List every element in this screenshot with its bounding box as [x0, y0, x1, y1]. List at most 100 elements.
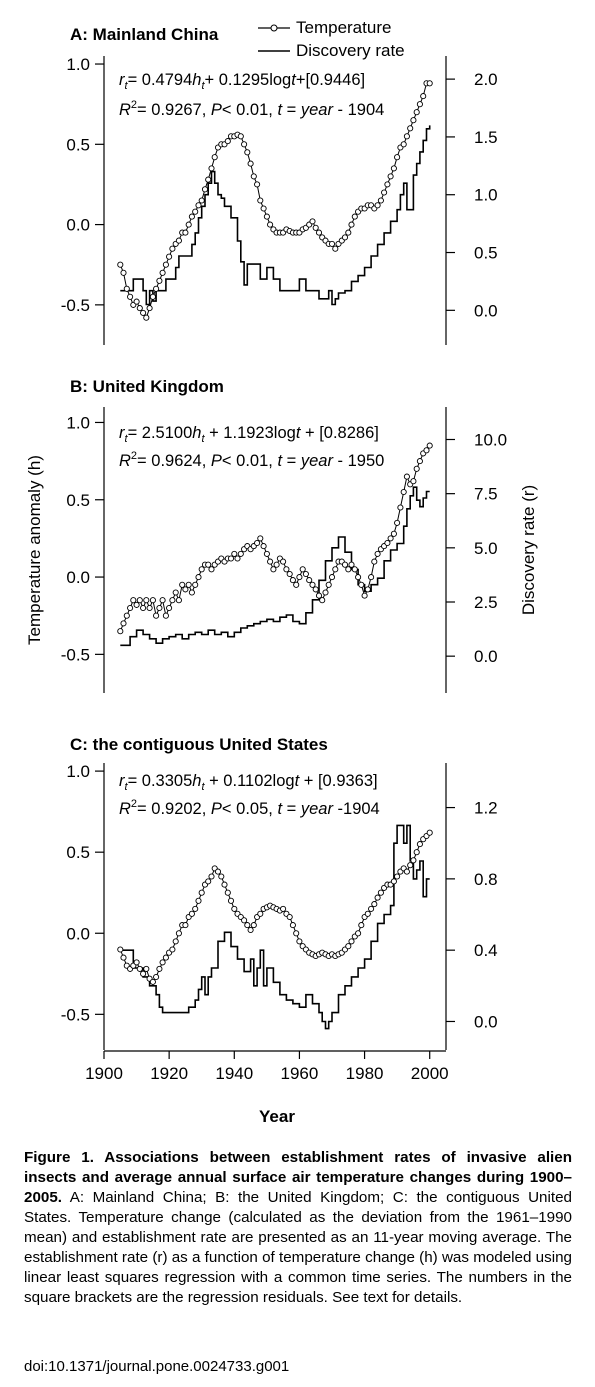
temperature-point — [146, 305, 153, 312]
temperature-point — [355, 574, 362, 581]
figure-doi: doi:10.1371/journal.pone.0024733.g001 — [24, 1358, 290, 1375]
temperature-point — [182, 586, 189, 593]
temperature-point — [136, 305, 143, 312]
right-tick-label: 0.5 — [474, 244, 498, 263]
temperature-point — [231, 905, 238, 912]
temperature-point — [407, 125, 414, 132]
temperature-point — [257, 535, 264, 542]
temperature-point — [283, 566, 290, 573]
temperature-point — [312, 224, 319, 231]
temperature-point — [149, 293, 156, 300]
temperature-point — [169, 597, 176, 604]
temperature-point — [205, 878, 212, 885]
temperature-point — [293, 930, 300, 937]
left-tick-label: 1.0 — [66, 413, 90, 432]
temperature-point — [306, 577, 313, 584]
temperature-point — [195, 897, 202, 904]
temperature-point — [341, 234, 349, 241]
temperature-point — [413, 465, 420, 472]
temperature-point — [390, 165, 397, 172]
temperature-point — [280, 905, 287, 912]
temperature-point — [234, 555, 241, 562]
temperature-point — [413, 849, 420, 856]
right-tick-label: 0.0 — [474, 1012, 498, 1031]
temperature-point — [156, 277, 163, 284]
temperature-point — [293, 581, 300, 588]
temperature-point — [296, 938, 303, 945]
x-tick-label: 1960 — [281, 1064, 319, 1083]
discovery-rate-line — [120, 824, 430, 1030]
temperature-point — [345, 566, 352, 573]
panel-title: A: Mainland China — [70, 25, 219, 44]
temperature-point — [286, 913, 293, 921]
temperature-point — [394, 519, 401, 526]
temperature-point — [368, 905, 375, 912]
temperature-point — [175, 237, 182, 244]
right-tick-label: 0.0 — [474, 647, 498, 666]
temperature-point — [198, 566, 205, 573]
temperature-point — [289, 577, 296, 584]
temperature-point — [351, 566, 358, 573]
temperature-point — [123, 612, 130, 619]
temperature-point — [309, 581, 316, 588]
temperature-point — [143, 965, 150, 972]
temperature-point — [377, 197, 384, 204]
temperature-point — [136, 597, 143, 604]
temperature-point — [374, 894, 381, 901]
temperature-point — [133, 959, 140, 966]
right-tick-label: 5.0 — [474, 539, 498, 558]
temperature-point — [381, 189, 388, 196]
temperature-point — [267, 558, 274, 565]
temperature-point — [208, 165, 215, 172]
temperature-point — [120, 620, 127, 627]
temperature-point — [348, 561, 355, 568]
temperature-point — [416, 841, 423, 848]
temperature-point — [254, 539, 261, 547]
temperature-point — [166, 604, 173, 612]
temperature-point — [348, 938, 355, 945]
temperature-point — [195, 202, 202, 209]
temperature-point — [390, 530, 397, 537]
temperature-point — [341, 561, 349, 568]
legend-discovery-label: Discovery rate — [296, 41, 405, 60]
temperature-point — [237, 550, 244, 557]
temperature-point — [182, 229, 189, 236]
temperature-point — [201, 186, 209, 193]
temperature-point — [153, 973, 160, 981]
temperature-point — [179, 581, 186, 588]
temperature-point — [410, 117, 417, 124]
temperature-point — [208, 873, 215, 880]
temperature-point — [192, 905, 199, 912]
temperature-point — [159, 597, 166, 604]
temperature-point — [364, 586, 371, 593]
temperature-point — [410, 478, 417, 485]
temperature-point — [358, 922, 365, 929]
left-tick-label: 0.5 — [66, 491, 90, 510]
left-tick-label: 0.0 — [66, 568, 90, 587]
equation-line-2: R2​= 0.9202, P< 0.05, t = year -1904 — [119, 798, 380, 818]
temperature-point — [120, 269, 127, 276]
temperature-point — [403, 473, 410, 480]
temperature-point — [237, 133, 244, 140]
temperature-point — [175, 597, 182, 604]
temperature-point — [377, 889, 384, 896]
temperature-point — [149, 978, 156, 985]
temperature-point — [156, 604, 163, 612]
temperature-point — [394, 154, 401, 161]
temperature-point — [143, 597, 150, 604]
temperature-point — [358, 581, 365, 588]
temperature-point — [397, 504, 404, 511]
temperature-point — [426, 442, 433, 449]
equation-line-2: R2​= 0.9624, P< 0.01, t = year - 1950 — [119, 450, 384, 470]
temperature-point — [371, 558, 378, 565]
temperature-point — [332, 566, 339, 573]
temperature-point — [192, 581, 199, 588]
temperature-point — [400, 141, 407, 148]
temperature-point — [188, 910, 195, 917]
temperature-point — [172, 589, 179, 596]
temperature-point — [426, 80, 433, 87]
temperature-point — [257, 910, 264, 917]
temperature-point — [156, 965, 163, 972]
discovery-rate-line — [120, 125, 431, 306]
temperature-point — [205, 561, 212, 568]
